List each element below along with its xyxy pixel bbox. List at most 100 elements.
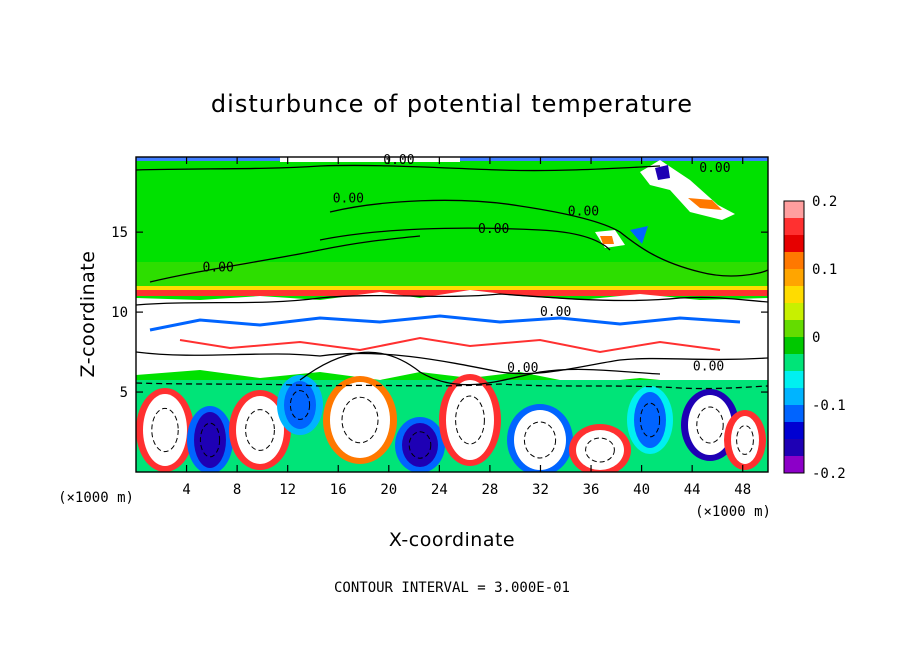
contour-interval-note: CONTOUR INTERVAL = 3.000E-01 bbox=[334, 580, 570, 596]
eddy-core bbox=[446, 380, 494, 460]
eddy-contour bbox=[455, 395, 485, 445]
y-tick-label: 5 bbox=[120, 385, 128, 401]
colorbar-swatch bbox=[784, 218, 804, 236]
mid-patch-orange bbox=[600, 236, 614, 244]
eddy-core bbox=[402, 423, 438, 467]
x-tick-label: 44 bbox=[684, 482, 701, 498]
x-tick-label: 16 bbox=[330, 482, 347, 498]
x-tick-label: 40 bbox=[633, 482, 650, 498]
x-unit-left: (×1000 m) bbox=[58, 490, 134, 506]
colorbar-swatch bbox=[784, 269, 804, 287]
colorbar-swatch bbox=[784, 388, 804, 406]
eddy-contour bbox=[341, 396, 379, 444]
y-tick-label: 10 bbox=[111, 305, 128, 321]
eddy-contour bbox=[199, 422, 221, 458]
colorbar-swatch bbox=[784, 303, 804, 321]
eddy-contour bbox=[585, 437, 615, 463]
y-tick-label: 15 bbox=[111, 225, 128, 241]
eddy-core bbox=[576, 430, 624, 470]
contour-label: 0.00 bbox=[383, 153, 414, 168]
upper-patch-orange bbox=[688, 198, 722, 210]
x-tick-label: 32 bbox=[532, 482, 549, 498]
eddy-core bbox=[236, 396, 284, 464]
contour-line bbox=[149, 235, 421, 283]
eddy-core bbox=[688, 395, 732, 455]
colorbar-tick-label: 0.2 bbox=[812, 194, 837, 210]
contour-line bbox=[329, 199, 768, 277]
colorbar-swatch bbox=[784, 252, 804, 270]
contour-line bbox=[136, 293, 768, 306]
top-band-white bbox=[280, 157, 460, 162]
eddy-core bbox=[731, 416, 759, 464]
colorbar-swatch bbox=[784, 371, 804, 389]
contour-label: 0.00 bbox=[540, 305, 571, 320]
x-axis-label: X-coordinate bbox=[389, 529, 515, 551]
x-tick-label: 12 bbox=[279, 482, 296, 498]
contour-line bbox=[299, 351, 661, 386]
colorbar-tick-labels: 0.2 0.1 0 -0.1 -0.2 bbox=[812, 194, 846, 482]
contour-line-dashed bbox=[136, 382, 768, 390]
x-tick-label: 28 bbox=[481, 482, 498, 498]
colorbar-swatch bbox=[784, 235, 804, 253]
lower-eddies bbox=[136, 374, 766, 472]
chart-title: disturbunce of potential temperature bbox=[211, 90, 693, 118]
x-tick-label: 48 bbox=[734, 482, 751, 498]
x-tick-label: 20 bbox=[380, 482, 397, 498]
contour-label: 0.00 bbox=[699, 161, 730, 176]
colorbar-swatch bbox=[784, 405, 804, 423]
contour-label: 0.00 bbox=[203, 260, 234, 275]
eddy-core bbox=[330, 382, 390, 458]
contour-label: 0.00 bbox=[478, 222, 509, 237]
colorbar-swatch bbox=[784, 320, 804, 338]
turbulent-layer bbox=[136, 290, 768, 384]
colorbar bbox=[784, 201, 804, 474]
eddy-contour bbox=[696, 406, 724, 444]
contour-line bbox=[136, 164, 661, 172]
contour-label: 0.00 bbox=[333, 192, 364, 207]
colorbar-tick-label: 0 bbox=[812, 330, 820, 346]
eddy-contour bbox=[289, 390, 311, 420]
eddy-core bbox=[514, 410, 566, 470]
light-band bbox=[136, 262, 768, 286]
contour-label: 0.00 bbox=[507, 361, 538, 376]
upper-patch-blue bbox=[655, 165, 670, 180]
contour-labels: 0.00 0.00 0.00 0.00 0.00 0.00 0.00 0.00 0.00 bbox=[203, 153, 731, 376]
eddy-contour bbox=[151, 407, 179, 453]
eddy-contour bbox=[736, 425, 754, 455]
colorbar-tick-label: -0.1 bbox=[812, 398, 846, 414]
colorbar-swatch bbox=[784, 337, 804, 355]
contour-line bbox=[136, 351, 768, 375]
contour-label: 0.00 bbox=[693, 359, 724, 374]
colorbar-swatch bbox=[784, 286, 804, 304]
mid-patch-blue bbox=[630, 226, 648, 244]
colorbar-swatch bbox=[784, 354, 804, 372]
eddy-contour bbox=[639, 402, 661, 438]
colorbar-swatch bbox=[784, 456, 804, 474]
x-tick-label: 8 bbox=[233, 482, 241, 498]
contour-lines bbox=[136, 164, 768, 390]
contour-line bbox=[319, 227, 611, 251]
eddy-contour bbox=[245, 409, 275, 451]
colorbar-frame bbox=[783, 200, 805, 474]
y-axis-label: Z-coordinate bbox=[77, 251, 99, 378]
colorbar-tick-label: -0.2 bbox=[812, 466, 846, 482]
colorbar-swatch bbox=[784, 201, 804, 219]
eddy-core bbox=[634, 392, 666, 448]
x-unit-right: (×1000 m) bbox=[695, 504, 771, 520]
colorbar-swatch bbox=[784, 422, 804, 440]
x-tick-label: 24 bbox=[431, 482, 448, 498]
x-tick-label: 4 bbox=[182, 482, 190, 498]
eddy-core bbox=[143, 394, 187, 466]
eddy-core bbox=[194, 412, 226, 468]
eddy-contour bbox=[408, 431, 432, 459]
colorbar-tick-label: 0.1 bbox=[812, 262, 837, 278]
plot-field bbox=[136, 157, 768, 472]
eddy-contour bbox=[523, 421, 557, 459]
contour-label: 0.00 bbox=[568, 204, 599, 219]
axis-ticks bbox=[136, 157, 768, 472]
x-tick-label: 36 bbox=[583, 482, 600, 498]
plot-frame bbox=[135, 156, 769, 473]
turbulent-red-edge bbox=[179, 336, 721, 354]
